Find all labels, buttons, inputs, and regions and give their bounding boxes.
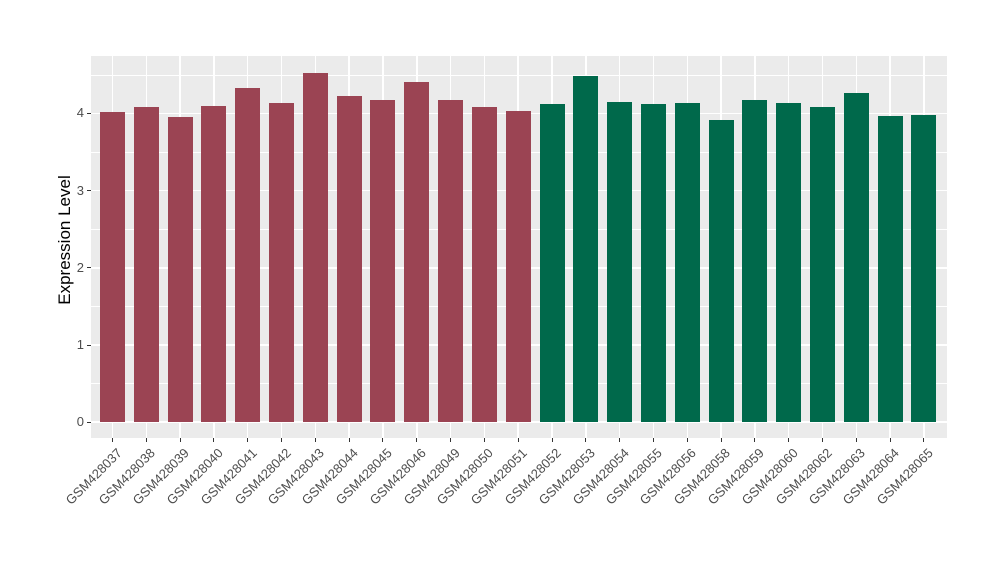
major-gridline (91, 421, 947, 423)
x-tick (551, 438, 553, 442)
bar-GSM428038 (133, 107, 159, 423)
x-tick (145, 438, 147, 442)
y-tick-label: 1 (76, 337, 84, 352)
bar-GSM428056 (674, 102, 700, 423)
y-tick (87, 267, 91, 269)
bar-GSM428054 (607, 101, 633, 423)
x-tick (247, 438, 249, 442)
bar-GSM428037 (100, 111, 125, 423)
bar-GSM428046 (404, 81, 430, 423)
y-tick (87, 190, 91, 192)
bar-GSM428049 (438, 100, 464, 423)
bar-GSM428053 (573, 76, 599, 423)
x-tick (923, 438, 925, 442)
y-tick-label: 2 (76, 259, 84, 275)
x-tick (179, 438, 181, 442)
x-tick (889, 438, 891, 442)
bar-GSM428042 (269, 103, 295, 423)
y-tick (87, 112, 91, 114)
x-tick (348, 438, 350, 442)
bar-GSM428052 (539, 104, 565, 423)
bar-GSM428059 (742, 100, 768, 423)
bar-GSM428060 (776, 103, 802, 423)
x-tick (619, 438, 621, 442)
bar-GSM428058 (708, 120, 734, 423)
x-tick (720, 438, 722, 442)
bar-GSM428045 (370, 100, 396, 423)
x-tick (281, 438, 283, 442)
x-tick (416, 438, 418, 442)
x-tick (517, 438, 519, 442)
x-tick (483, 438, 485, 442)
x-tick (213, 438, 215, 442)
x-tick (314, 438, 316, 442)
y-tick-label: 0 (76, 414, 84, 430)
bar-GSM428051 (505, 111, 531, 423)
minor-gridline (91, 74, 947, 76)
x-tick (112, 438, 113, 442)
bar-GSM428039 (167, 116, 193, 423)
y-tick (87, 344, 91, 346)
bar-GSM428064 (877, 115, 903, 423)
bar-GSM428055 (640, 104, 666, 423)
y-tick-label: 4 (76, 105, 84, 121)
x-tick (855, 438, 857, 442)
bar-GSM428050 (471, 107, 497, 423)
x-tick (788, 438, 790, 442)
y-tick (87, 421, 91, 423)
bar-GSM428041 (235, 88, 261, 423)
bar-GSM428063 (843, 92, 869, 423)
bar-GSM428043 (302, 73, 328, 423)
x-tick (686, 438, 688, 442)
x-tick (382, 438, 384, 442)
x-tick (450, 438, 452, 442)
x-tick (754, 438, 756, 442)
bar-GSM428044 (336, 95, 362, 423)
x-tick (652, 438, 654, 442)
bar-GSM428065 (911, 115, 937, 423)
y-tick-label: 3 (76, 182, 84, 198)
bar-GSM428062 (810, 107, 835, 423)
x-tick (585, 438, 587, 442)
bar-GSM428040 (201, 105, 227, 423)
x-tick (822, 438, 823, 442)
